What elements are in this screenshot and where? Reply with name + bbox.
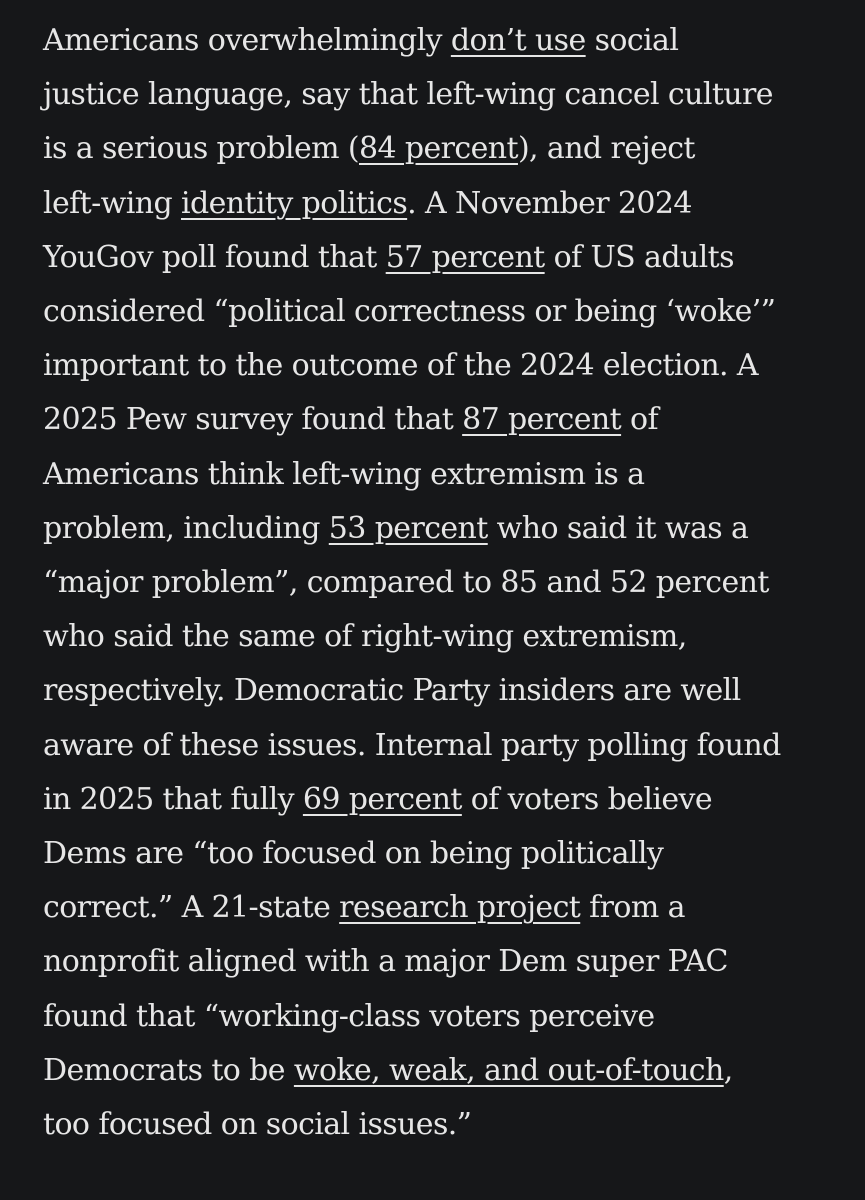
- text-segment: correct.” A 21-state: [43, 890, 340, 926]
- text-segment: who said it was a: [487, 510, 749, 546]
- text-segment: important to the outcome of the 2024 ele…: [43, 348, 759, 384]
- inline-link[interactable]: woke, weak, and out-of-touch: [293, 1052, 724, 1088]
- text-line: is a serious problem (84 percent), and r…: [43, 122, 843, 176]
- text-segment: . A November 2024: [407, 185, 692, 221]
- text-line: “major problem”, compared to 85 and 52 p…: [43, 556, 843, 610]
- text-segment: respectively. Democratic Party insiders …: [43, 673, 741, 709]
- text-segment: nonprofit aligned with a major Dem super…: [43, 944, 728, 980]
- inline-link[interactable]: 57 percent: [385, 239, 546, 275]
- text-line: too focused on social issues.”: [43, 1098, 843, 1152]
- text-segment: justice language, say that left-wing can…: [43, 77, 773, 113]
- text-line: Dems are “too focused on being political…: [43, 827, 843, 881]
- text-segment: YouGov poll found that: [43, 239, 386, 275]
- text-segment: who said the same of right-wing extremis…: [43, 619, 687, 655]
- text-line: aware of these issues. Internal party po…: [43, 719, 843, 773]
- inline-link[interactable]: identity politics: [180, 185, 408, 221]
- text-line: left-wing identity politics. A November …: [43, 177, 843, 231]
- text-segment: ), and reject: [517, 131, 696, 167]
- article-paragraph: Americans overwhelmingly don’t use socia…: [43, 14, 843, 1152]
- inline-link[interactable]: don’t use: [450, 23, 586, 58]
- inline-link[interactable]: 87 percent: [462, 402, 622, 438]
- text-segment: left-wing: [43, 185, 181, 221]
- text-segment: Americans overwhelmingly: [43, 23, 451, 58]
- text-segment: “major problem”, compared to 85 and 52 p…: [43, 565, 769, 601]
- text-line: Democrats to be woke, weak, and out-of-t…: [43, 1044, 843, 1098]
- text-line: in 2025 that fully 69 percent of voters …: [43, 773, 843, 827]
- text-segment: is a serious problem (: [43, 131, 360, 167]
- text-line: important to the outcome of the 2024 ele…: [43, 339, 843, 393]
- text-segment: problem, including: [43, 510, 329, 546]
- inline-link[interactable]: 53 percent: [328, 510, 489, 546]
- text-segment: from a: [580, 890, 685, 926]
- inline-link[interactable]: 69 percent: [302, 781, 463, 817]
- text-segment: Democrats to be: [43, 1052, 294, 1088]
- text-segment: too focused on social issues.”: [43, 1107, 472, 1143]
- text-segment: ,: [723, 1052, 734, 1088]
- inline-link[interactable]: 84 percent: [359, 131, 519, 167]
- text-segment: of US adults: [544, 239, 735, 275]
- text-segment: found that “working-class voters perceiv…: [43, 998, 655, 1034]
- text-line: considered “political correctness or bei…: [43, 285, 843, 339]
- text-segment: of voters believe: [461, 781, 713, 817]
- text-line: YouGov poll found that 57 percent of US …: [43, 231, 843, 285]
- text-segment: social: [585, 23, 679, 58]
- text-segment: considered “political correctness or bei…: [43, 294, 776, 330]
- text-line: who said the same of right-wing extremis…: [43, 610, 843, 664]
- text-segment: in 2025 that fully: [43, 781, 303, 817]
- text-line: respectively. Democratic Party insiders …: [43, 664, 843, 718]
- text-segment: Americans think left-wing extremism is a: [43, 456, 645, 492]
- text-line: justice language, say that left-wing can…: [43, 68, 843, 122]
- text-segment: aware of these issues. Internal party po…: [43, 727, 781, 763]
- text-segment: Dems are “too focused on being political…: [43, 836, 664, 872]
- text-line: Americans overwhelmingly don’t use socia…: [43, 14, 843, 68]
- text-line: problem, including 53 percent who said i…: [43, 502, 843, 556]
- inline-link[interactable]: research project: [339, 890, 581, 926]
- text-line: correct.” A 21-state research project fr…: [43, 881, 843, 935]
- text-segment: 2025 Pew survey found that: [43, 402, 463, 438]
- text-line: Americans think left-wing extremism is a: [43, 448, 843, 502]
- text-segment: of: [621, 402, 659, 438]
- text-line: found that “working-class voters perceiv…: [43, 990, 843, 1044]
- text-line: 2025 Pew survey found that 87 percent of: [43, 393, 843, 447]
- text-line: nonprofit aligned with a major Dem super…: [43, 935, 843, 989]
